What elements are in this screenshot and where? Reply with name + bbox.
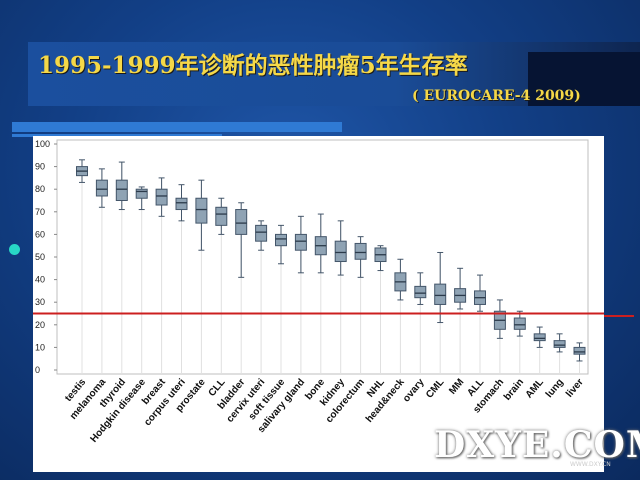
box-plot-chart: 0102030405060708090100testismelanomathyr… [33, 139, 604, 445]
box-aml [533, 333, 546, 342]
y-tick-label: 100 [35, 139, 50, 149]
box-cml [434, 283, 447, 305]
plot-frame [56, 139, 589, 375]
box-bladder [235, 209, 248, 235]
bullet-icon [9, 244, 20, 255]
box-salivarygland [294, 233, 307, 251]
watermark-url: WWW.DXY.CN [570, 461, 611, 468]
y-tick-label: 50 [35, 252, 45, 262]
slide-subtitle: ( EUROCARE-4 2009) [412, 88, 581, 104]
y-tick-label: 0 [35, 365, 40, 375]
box-brain [513, 317, 526, 330]
x-tick-label: brain [502, 377, 526, 403]
box-lung [553, 340, 566, 348]
box-cll [215, 206, 228, 226]
box-melanoma [95, 179, 108, 197]
slide-title: 1995-1999年诊断的恶性肿瘤5年生存率 [38, 52, 468, 79]
box-prostate [195, 197, 208, 224]
box-ovary [414, 285, 427, 299]
box-hodgkindisease [135, 188, 148, 199]
y-tick-label: 30 [35, 297, 45, 307]
box-breast [155, 188, 168, 206]
y-tick-label: 60 [35, 229, 45, 239]
x-tick-label: CML [424, 377, 446, 401]
y-tick-label: 70 [35, 207, 45, 217]
watermark-logo: DXYE.COM [434, 424, 640, 466]
x-tick-label: AML [524, 377, 546, 401]
chart-panel: 0 10 20 30 40 50 60 70 80 90 100 testis melanoma thyr… [33, 136, 604, 472]
box-corpusuteri [175, 197, 188, 211]
box-cervixuteri [255, 224, 268, 242]
y-tick-label: 90 [35, 162, 45, 172]
x-tick-label: ovary [401, 377, 427, 405]
x-tick-label: lung [544, 377, 566, 400]
decorative-bar [12, 122, 342, 132]
box-softtissue [275, 233, 287, 247]
box-colorectum [354, 242, 367, 260]
y-tick-label: 80 [35, 184, 45, 194]
title-band-shadow [528, 52, 640, 106]
y-tick-label: 40 [35, 275, 45, 285]
box-thyroid [115, 179, 128, 201]
y-tick-label: 10 [35, 342, 45, 352]
decorative-bar-thin [12, 134, 222, 137]
box-kidney [334, 240, 347, 263]
reference-line-extension [604, 315, 634, 317]
x-tick-label: MM [447, 377, 466, 397]
box-liver [573, 346, 586, 355]
x-tick-label: liver [564, 377, 586, 400]
y-tick-label: 20 [35, 320, 45, 330]
